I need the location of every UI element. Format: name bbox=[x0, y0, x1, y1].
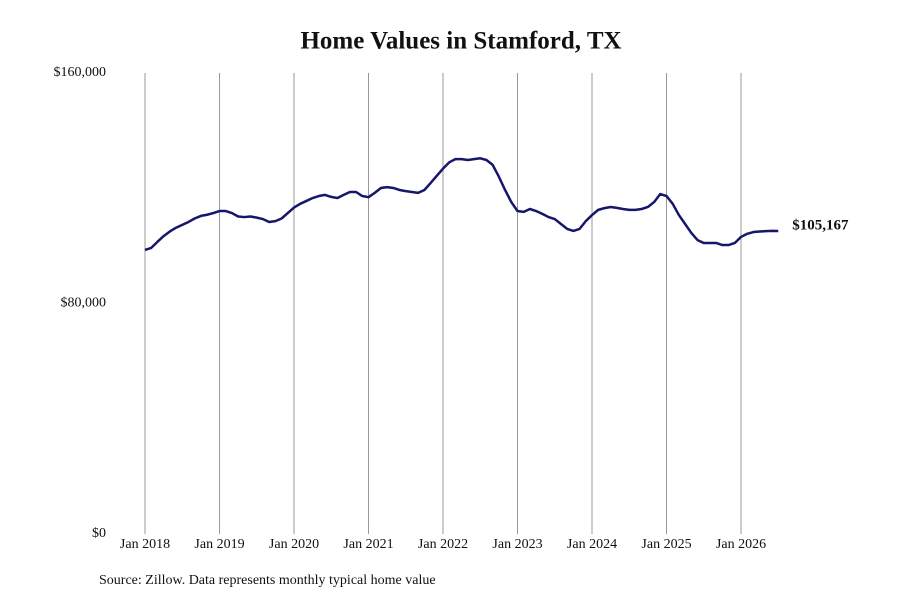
x-tick-label: Jan 2023 bbox=[492, 537, 542, 552]
x-tick-label: Jan 2020 bbox=[269, 537, 319, 552]
x-tick-label: Jan 2018 bbox=[120, 537, 170, 552]
x-tick-label: Jan 2022 bbox=[418, 537, 468, 552]
y-tick-label: $0 bbox=[92, 526, 106, 541]
x-tick-label: Jan 2021 bbox=[343, 537, 393, 552]
y-tick-label: $160,000 bbox=[54, 65, 107, 80]
value-label: $105,167 bbox=[792, 217, 849, 233]
x-tick-label: Jan 2026 bbox=[716, 537, 766, 552]
chart-title: Home Values in Stamford, TX bbox=[300, 28, 621, 55]
source-note: Source: Zillow. Data represents monthly … bbox=[99, 573, 436, 588]
line bbox=[144, 157, 779, 252]
x-tick-label: Jan 2024 bbox=[567, 537, 617, 552]
x-tick-label: Jan 2019 bbox=[194, 537, 244, 552]
x-tick-label: Jan 2025 bbox=[641, 537, 691, 552]
y-tick-label: $80,000 bbox=[61, 296, 107, 311]
